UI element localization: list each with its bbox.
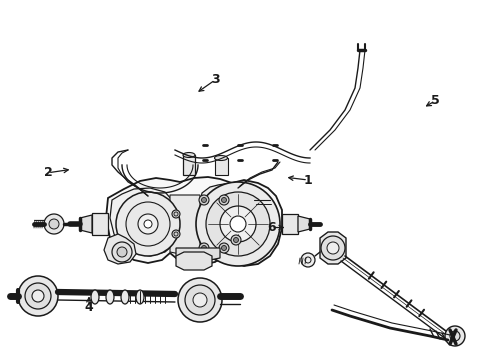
Circle shape <box>301 253 314 267</box>
Circle shape <box>178 278 222 322</box>
Circle shape <box>138 214 158 234</box>
Text: 4: 4 <box>84 301 93 314</box>
Circle shape <box>205 192 269 256</box>
Polygon shape <box>215 158 227 175</box>
Circle shape <box>49 219 59 229</box>
Text: 2: 2 <box>43 166 52 179</box>
Ellipse shape <box>91 290 99 304</box>
Circle shape <box>219 243 228 253</box>
Circle shape <box>18 276 58 316</box>
Text: 6: 6 <box>266 221 275 234</box>
Circle shape <box>230 235 241 245</box>
Polygon shape <box>106 177 282 266</box>
Circle shape <box>112 242 132 262</box>
Polygon shape <box>170 195 200 258</box>
Circle shape <box>199 243 208 253</box>
Circle shape <box>126 202 170 246</box>
Circle shape <box>116 192 180 256</box>
Polygon shape <box>80 215 92 233</box>
Circle shape <box>25 283 51 309</box>
Circle shape <box>229 216 245 232</box>
Circle shape <box>219 195 228 205</box>
Circle shape <box>233 238 238 243</box>
Circle shape <box>326 242 338 254</box>
Polygon shape <box>176 248 220 262</box>
Circle shape <box>320 236 345 260</box>
Circle shape <box>201 246 206 251</box>
Circle shape <box>444 326 464 346</box>
Circle shape <box>220 206 256 242</box>
Circle shape <box>184 285 215 315</box>
Circle shape <box>172 210 180 218</box>
Polygon shape <box>183 155 195 175</box>
Circle shape <box>143 220 152 228</box>
Text: 1: 1 <box>303 174 312 186</box>
Circle shape <box>32 290 44 302</box>
Ellipse shape <box>106 290 114 304</box>
Polygon shape <box>176 252 212 270</box>
Text: 3: 3 <box>210 73 219 86</box>
Circle shape <box>172 230 180 238</box>
Circle shape <box>193 293 206 307</box>
Ellipse shape <box>183 153 195 158</box>
Polygon shape <box>110 188 172 256</box>
Text: 5: 5 <box>430 94 439 107</box>
Circle shape <box>117 247 127 257</box>
Circle shape <box>221 198 226 202</box>
Circle shape <box>196 182 280 266</box>
Circle shape <box>199 195 208 205</box>
Polygon shape <box>282 214 297 234</box>
Ellipse shape <box>136 290 143 304</box>
Circle shape <box>449 331 459 341</box>
Circle shape <box>44 214 64 234</box>
Polygon shape <box>319 232 346 264</box>
Polygon shape <box>200 183 269 263</box>
Polygon shape <box>297 216 309 232</box>
Polygon shape <box>104 234 136 264</box>
Circle shape <box>221 246 226 251</box>
Ellipse shape <box>121 290 129 304</box>
Ellipse shape <box>214 156 227 161</box>
Polygon shape <box>92 213 108 235</box>
Circle shape <box>201 198 206 202</box>
